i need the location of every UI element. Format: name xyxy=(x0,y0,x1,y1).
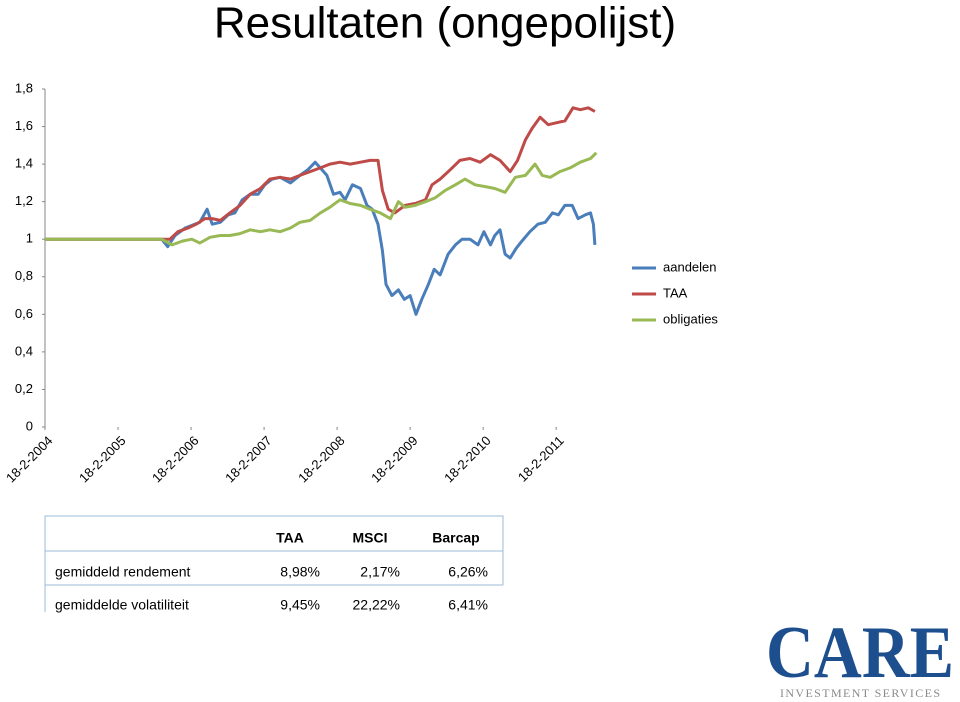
y-tick-label: 0,8 xyxy=(15,268,33,283)
table-header-box xyxy=(44,515,504,552)
chart-title: Resultaten (ongepolijst) xyxy=(214,0,676,48)
table-cell: 22,22% xyxy=(353,597,400,613)
table-header: Barcap xyxy=(432,530,479,546)
legend-label: aandelen xyxy=(663,259,717,274)
x-tick-label: 18-2-2006 xyxy=(149,433,202,486)
series-line xyxy=(45,160,597,316)
y-tick-label: 1,2 xyxy=(15,193,33,208)
y-tick-label: 1 xyxy=(26,231,33,246)
series-line xyxy=(45,151,598,247)
y-tick-label: 1,4 xyxy=(15,156,33,171)
y-tick-label: 0 xyxy=(26,418,33,433)
legend-label: TAA xyxy=(663,285,688,300)
table-cell: 2,17% xyxy=(360,564,400,580)
y-tick-label: 0,6 xyxy=(15,306,33,321)
y-tick-label: 0,2 xyxy=(15,381,33,396)
x-tick-label: 18-2-2004 xyxy=(3,433,56,486)
table-row-label: gemiddeld rendement xyxy=(55,564,191,580)
table-header: TAA xyxy=(276,530,304,546)
table-header: MSCI xyxy=(353,530,388,546)
table-cell: 6,41% xyxy=(448,597,488,613)
x-tick-label: 18-2-2007 xyxy=(222,433,275,486)
y-tick-label: 0,4 xyxy=(15,343,33,358)
x-tick-label: 18-2-2009 xyxy=(368,433,421,486)
logo-name: CARE xyxy=(766,612,954,694)
x-tick-label: 18-2-2010 xyxy=(441,433,494,486)
y-tick-label: 1,6 xyxy=(15,118,33,133)
x-tick-label: 18-2-2005 xyxy=(76,433,129,486)
table-lines xyxy=(44,515,504,612)
x-tick-label: 18-2-2011 xyxy=(515,433,567,485)
logo-tagline: INVESTMENT SERVICES xyxy=(780,686,940,700)
table-cell: 8,98% xyxy=(280,564,320,580)
x-tick-label: 18-2-2008 xyxy=(295,433,348,486)
y-tick-label: 1,8 xyxy=(15,80,33,95)
table-cell: 9,45% xyxy=(280,597,320,613)
table-row-label: gemiddelde volatiliteit xyxy=(55,597,189,613)
table-cell: 6,26% xyxy=(448,564,488,580)
series-line xyxy=(45,106,596,241)
legend-label: obligaties xyxy=(663,311,718,326)
